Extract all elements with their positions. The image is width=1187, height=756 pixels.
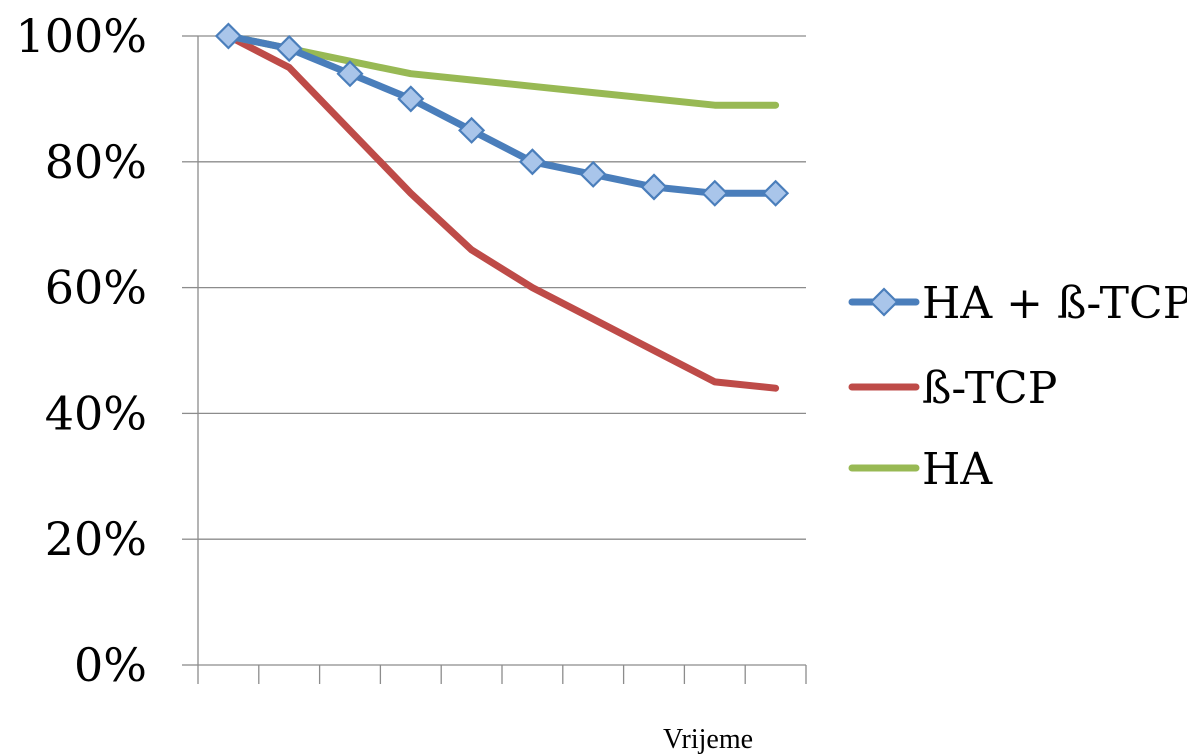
axes <box>182 35 807 684</box>
legend-label-0: HA + ß-TCP <box>922 278 1187 329</box>
data-point-marker <box>701 179 729 207</box>
y-tick-label: 20% <box>45 512 147 566</box>
legend-swatch-marker <box>869 287 899 317</box>
data-point-marker <box>458 116 486 144</box>
series-line-2 <box>224 32 780 109</box>
y-tick-labels: 0% 20% 40% 60% 80% 100% <box>15 9 147 692</box>
data-point-marker <box>397 85 425 113</box>
y-tick-label: 80% <box>45 135 147 189</box>
legend-label-1: ß-TCP <box>922 363 1057 414</box>
data-point-marker <box>275 35 303 63</box>
data-point-marker <box>762 179 790 207</box>
series-lines <box>214 22 790 392</box>
legend-label-2: HA <box>922 444 993 495</box>
series-line-0 <box>224 32 780 197</box>
data-point-marker <box>336 60 364 88</box>
data-point-marker <box>579 160 607 188</box>
data-point-marker <box>214 22 242 50</box>
x-axis-label: Vrijeme <box>663 724 753 755</box>
data-point-marker <box>518 148 546 176</box>
legend: HA + ß-TCP ß-TCP HA <box>848 278 1187 495</box>
gridlines <box>198 35 806 540</box>
y-tick-label: 40% <box>45 386 147 440</box>
y-tick-label: 100% <box>15 9 147 63</box>
y-tick-label: 60% <box>45 261 147 315</box>
series-line-1 <box>224 32 780 392</box>
y-tick-label: 0% <box>74 638 147 692</box>
data-point-marker <box>640 173 668 201</box>
